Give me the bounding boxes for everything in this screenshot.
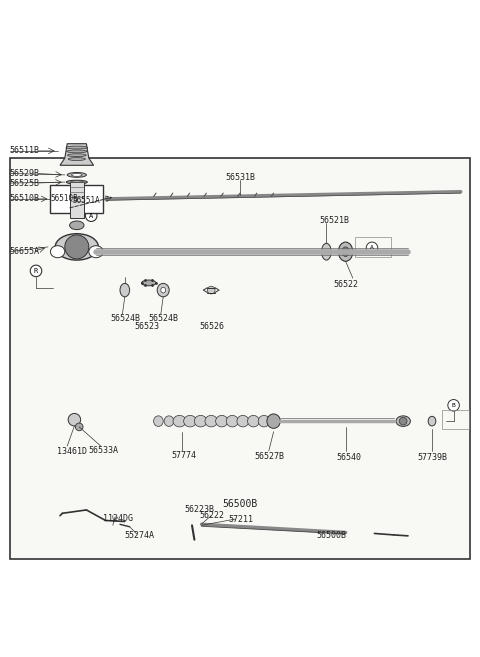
- Text: 56222: 56222: [199, 511, 224, 520]
- Ellipse shape: [137, 518, 142, 528]
- Bar: [50, 185, 103, 214]
- Text: 56526: 56526: [199, 321, 224, 330]
- Ellipse shape: [89, 246, 103, 258]
- Text: 56500B: 56500B: [222, 499, 258, 509]
- Circle shape: [30, 265, 42, 277]
- Ellipse shape: [184, 415, 196, 427]
- Text: 56521B: 56521B: [319, 216, 349, 225]
- Ellipse shape: [349, 528, 353, 537]
- Text: A: A: [370, 245, 374, 250]
- Ellipse shape: [284, 524, 292, 538]
- Circle shape: [207, 286, 215, 294]
- Ellipse shape: [161, 287, 166, 293]
- Circle shape: [65, 235, 89, 259]
- Ellipse shape: [248, 415, 259, 427]
- Ellipse shape: [125, 518, 130, 528]
- Ellipse shape: [205, 415, 217, 427]
- Text: 56540: 56540: [336, 453, 361, 462]
- Circle shape: [448, 399, 459, 411]
- Text: 57739B: 57739B: [418, 453, 447, 462]
- Ellipse shape: [142, 280, 156, 286]
- Ellipse shape: [72, 173, 82, 176]
- Ellipse shape: [66, 146, 88, 149]
- Ellipse shape: [67, 150, 87, 153]
- Ellipse shape: [367, 528, 371, 537]
- Ellipse shape: [338, 242, 353, 261]
- Text: 56529B: 56529B: [10, 169, 39, 178]
- Polygon shape: [60, 144, 94, 166]
- Ellipse shape: [150, 518, 155, 528]
- Circle shape: [399, 417, 407, 425]
- Ellipse shape: [67, 173, 86, 177]
- Bar: [10, 158, 470, 559]
- Ellipse shape: [131, 518, 136, 528]
- Text: 56551A: 56551A: [72, 196, 100, 205]
- Ellipse shape: [428, 417, 436, 426]
- Text: 56527B: 56527B: [254, 452, 284, 461]
- Ellipse shape: [156, 518, 161, 528]
- Ellipse shape: [258, 415, 270, 427]
- Ellipse shape: [216, 415, 228, 427]
- Text: 56531B: 56531B: [225, 173, 255, 182]
- Text: 1124DG: 1124DG: [103, 514, 133, 522]
- Ellipse shape: [342, 247, 349, 256]
- Text: R: R: [34, 268, 38, 274]
- Ellipse shape: [71, 181, 83, 183]
- Ellipse shape: [396, 416, 410, 426]
- Ellipse shape: [189, 539, 195, 543]
- Bar: [442, 410, 469, 429]
- Ellipse shape: [144, 518, 148, 528]
- Text: 56500B: 56500B: [317, 532, 347, 540]
- Text: 56223B: 56223B: [184, 505, 214, 514]
- Ellipse shape: [70, 221, 84, 229]
- Ellipse shape: [67, 154, 86, 156]
- Text: 56524B: 56524B: [110, 315, 140, 323]
- Ellipse shape: [157, 283, 169, 297]
- Circle shape: [68, 413, 81, 426]
- Ellipse shape: [190, 520, 199, 539]
- Ellipse shape: [173, 415, 186, 427]
- Text: 57774: 57774: [172, 451, 197, 460]
- Ellipse shape: [194, 415, 207, 427]
- Text: 56510B: 56510B: [51, 194, 79, 204]
- Ellipse shape: [343, 528, 348, 537]
- Ellipse shape: [322, 243, 331, 260]
- Text: 56511B: 56511B: [10, 147, 39, 156]
- Ellipse shape: [175, 512, 190, 539]
- Text: 56522: 56522: [333, 280, 358, 289]
- Text: 56525B: 56525B: [10, 179, 39, 187]
- Text: B: B: [452, 403, 456, 408]
- Ellipse shape: [226, 415, 239, 427]
- Ellipse shape: [355, 528, 359, 537]
- Ellipse shape: [55, 234, 98, 260]
- Ellipse shape: [237, 415, 249, 427]
- Circle shape: [366, 242, 378, 254]
- Text: 56533A: 56533A: [89, 446, 119, 455]
- Text: 57211: 57211: [228, 514, 253, 524]
- Bar: [293, 524, 322, 538]
- Circle shape: [75, 423, 83, 431]
- Text: A: A: [89, 213, 93, 219]
- Text: 56655A: 56655A: [10, 247, 39, 256]
- Ellipse shape: [120, 283, 130, 297]
- Ellipse shape: [319, 526, 324, 536]
- Text: 56524B: 56524B: [149, 315, 179, 323]
- Text: 56510B: 56510B: [10, 194, 39, 204]
- Ellipse shape: [50, 246, 65, 258]
- Bar: [355, 237, 391, 256]
- Ellipse shape: [164, 416, 174, 426]
- Text: 13461D: 13461D: [57, 447, 86, 457]
- Ellipse shape: [267, 414, 280, 428]
- Text: 55274A: 55274A: [125, 532, 155, 540]
- Ellipse shape: [68, 158, 85, 160]
- Text: 56523: 56523: [134, 321, 159, 330]
- Bar: [70, 182, 84, 218]
- Circle shape: [85, 210, 97, 221]
- Ellipse shape: [361, 528, 365, 537]
- Ellipse shape: [66, 180, 87, 184]
- Ellipse shape: [154, 416, 163, 426]
